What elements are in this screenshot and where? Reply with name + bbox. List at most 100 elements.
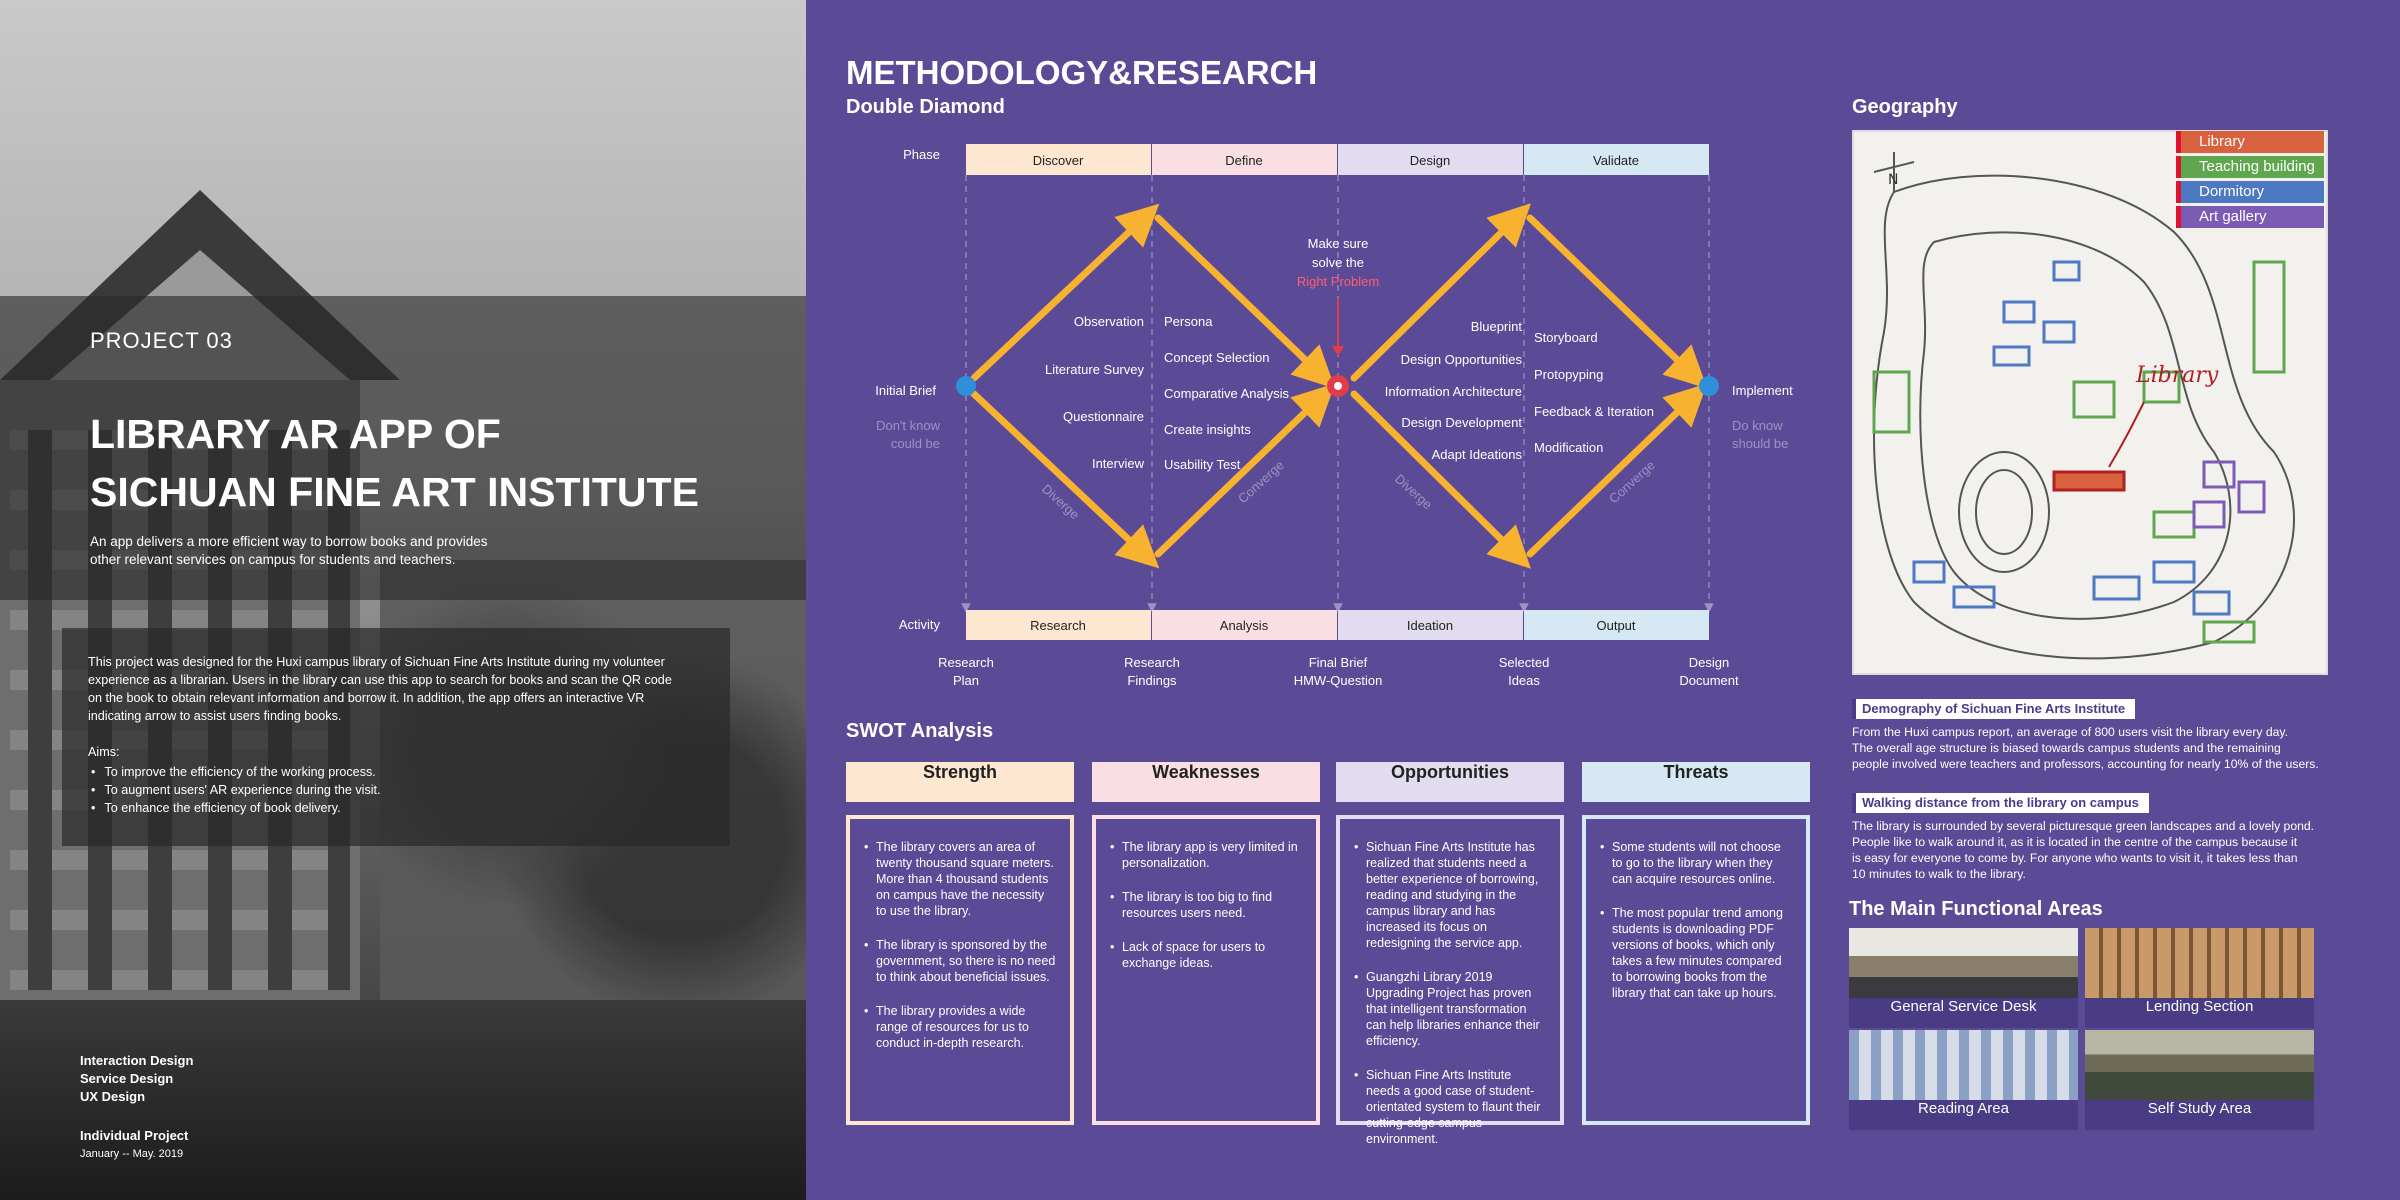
campus-map-sketch: N Library — [1872, 152, 2295, 660]
swot-weaknesses-box: The library app is very limited in perso… — [1092, 815, 1320, 1125]
swot-item: Sichuan Fine Arts Institute needs a good… — [1354, 1067, 1548, 1147]
description-line: on the book to obtain relevant informati… — [88, 691, 645, 705]
title-overlay-band — [0, 296, 806, 600]
swot-item: The library app is very limited in perso… — [1110, 839, 1304, 871]
diamond-arrows — [970, 203, 1708, 569]
center-note-3: Right Problem — [1297, 274, 1379, 289]
activity-research: Research — [1030, 618, 1086, 633]
method-design: Design Opportunities — [1401, 352, 1523, 367]
legend-teaching-building: Teaching building — [2176, 156, 2324, 178]
phase-define: Define — [1225, 153, 1263, 168]
activity-cell — [966, 610, 1151, 640]
swot-strength-heading: Strength — [846, 762, 1074, 802]
output-label: HMW-Question — [1294, 673, 1383, 688]
output-label: Findings — [1127, 673, 1177, 688]
swot-strength-box: The library covers an area of twenty tho… — [846, 815, 1074, 1125]
method-design: Blueprint — [1471, 319, 1523, 334]
demography-line: people involved were teachers and profes… — [1852, 757, 2319, 771]
activity-cell — [1152, 610, 1337, 640]
activity-ideation: Ideation — [1407, 618, 1453, 633]
swot-weaknesses-heading: Weaknesses — [1092, 762, 1320, 802]
output-label: Document — [1679, 673, 1739, 688]
center-note-1: Make sure — [1308, 236, 1369, 251]
activity-output: Output — [1596, 618, 1635, 633]
output-label: Research — [1124, 655, 1180, 670]
methodology-title: METHODOLOGY&RESEARCH — [846, 54, 1318, 91]
tag: UX Design — [80, 1089, 146, 1104]
method-validate: Storyboard — [1534, 330, 1598, 345]
demography-text: From the Huxi campus report, an average … — [1852, 724, 2332, 772]
lead-line-1: An app delivers a more efficient way to … — [90, 534, 488, 549]
double-diamond-diagram: Phase Discover Define Design Validate Ma… — [875, 144, 1793, 688]
phase-discover: Discover — [1033, 153, 1084, 168]
initial-brief-label: Initial Brief — [875, 383, 936, 398]
converge-label: Converge — [1606, 457, 1658, 506]
method-define: Persona — [1164, 314, 1213, 329]
swot-item: The library provides a wide range of res… — [864, 1003, 1058, 1051]
area-card-self-study-area: Self Study Area — [2085, 1030, 2314, 1130]
initial-note-2: could be — [891, 436, 940, 451]
geography-title: Geography — [1852, 96, 1958, 118]
center-note-2: solve the — [1312, 255, 1364, 270]
project-title: LIBRARY AR APP OF SICHUAN FINE ART INSTI… — [90, 405, 790, 521]
activity-cell — [1524, 610, 1709, 640]
description-line: This project was designed for the Huxi c… — [88, 655, 665, 669]
final-brief-node-core — [1334, 382, 1342, 390]
swot-title: SWOT Analysis — [846, 720, 994, 742]
implement-note-2: should be — [1732, 436, 1788, 451]
lead-line-2: other relevant services on campus for st… — [90, 552, 456, 567]
aim-item: To enhance the efficiency of book delive… — [88, 799, 381, 817]
output-label: Design — [1689, 655, 1729, 670]
activity-analysis: Analysis — [1220, 618, 1269, 633]
demography-line: From the Huxi campus report, an average … — [1852, 725, 2289, 739]
area-label: Lending Section — [2085, 998, 2314, 1028]
activity-row-label: Activity — [899, 617, 941, 632]
walking-line: People like to walk around it, as it is … — [1852, 835, 2298, 849]
phase-cell-define — [1152, 144, 1337, 175]
swot-item: Sichuan Fine Arts Institute has realized… — [1354, 839, 1548, 951]
converge-label: Converge — [1235, 457, 1287, 506]
project-dates: January -- May. 2019 — [80, 1148, 184, 1160]
swot-item: The library covers an area of twenty tho… — [864, 839, 1058, 919]
area-label: Self Study Area — [2085, 1100, 2314, 1130]
double-diamond-subtitle: Double Diamond — [846, 96, 1005, 118]
method-define: Comparative Analysis — [1164, 386, 1289, 401]
method-validate: Protopyping — [1534, 367, 1603, 382]
project-description: This project was designed for the Huxi c… — [88, 653, 728, 725]
output-label: Selected — [1499, 655, 1550, 670]
aim-item: To improve the efficiency of the working… — [88, 763, 381, 781]
project-cover-panel: PROJECT 03 LIBRARY AR APP OF SICHUAN FIN… — [0, 0, 806, 1200]
tag: Interaction Design — [80, 1053, 194, 1068]
aims-heading: Aims: — [88, 745, 120, 759]
phase-cell-discover — [966, 144, 1151, 175]
method-design: Information Architecture — [1385, 384, 1522, 399]
project-type: Individual Project — [80, 1128, 189, 1143]
reading-area-photo — [1849, 1030, 2078, 1100]
output-label: Final Brief — [1309, 655, 1368, 670]
implement-label: Implement — [1732, 383, 1793, 398]
project-lead: An app delivers a more efficient way to … — [90, 533, 550, 569]
area-label: Reading Area — [1849, 1100, 2078, 1130]
swot-item: Guangzhi Library 2019 Upgrading Project … — [1354, 969, 1548, 1049]
area-label: General Service Desk — [1849, 998, 2078, 1028]
legend-library: Library — [2176, 131, 2324, 153]
swot-threats-box: Some students will not choose to go to t… — [1582, 815, 1810, 1125]
method-validate: Modification — [1534, 440, 1603, 455]
walking-line: 10 minutes to walk to the library. — [1852, 867, 2026, 881]
project-title-line-2: SICHUAN FINE ART INSTITUTE — [90, 469, 699, 515]
self-study-area-photo — [2085, 1030, 2314, 1100]
functional-areas-title: The Main Functional Areas — [1849, 898, 2103, 920]
implement-note-1: Do know — [1732, 418, 1783, 433]
north-arrow-icon: N — [1888, 172, 1898, 188]
right-problem-pointer-head — [1332, 346, 1344, 356]
swot-item: Some students will not choose to go to t… — [1600, 839, 1794, 887]
discipline-tags: Interaction Design Service Design UX Des… — [80, 1052, 193, 1106]
method-discover: Literature Survey — [1045, 362, 1144, 377]
library-building-marker — [2052, 470, 2126, 492]
demography-line: The overall age structure is biased towa… — [1852, 741, 2281, 755]
method-discover: Observation — [1074, 314, 1144, 329]
project-title-line-1: LIBRARY AR APP OF — [90, 411, 501, 457]
walking-distance-heading: Walking distance from the library on cam… — [1852, 793, 2149, 813]
walking-line: is easy for everyone to come by. For any… — [1852, 851, 2298, 865]
swot-item: Lack of space for users to exchange idea… — [1110, 939, 1304, 971]
